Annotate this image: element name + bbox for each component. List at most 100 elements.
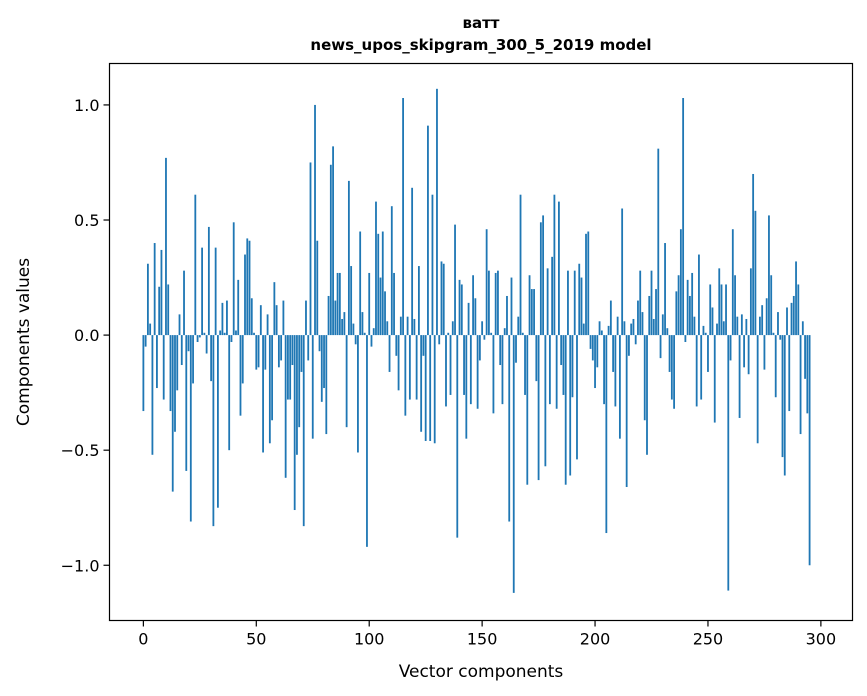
bar-component-144 xyxy=(467,302,470,336)
bar-component-118 xyxy=(408,335,411,400)
bar-component-40 xyxy=(232,222,235,336)
bar-component-216 xyxy=(630,323,633,336)
bar-component-250 xyxy=(707,335,709,372)
bar-component-285 xyxy=(786,307,788,336)
bar-component-175 xyxy=(537,335,540,481)
bar-component-27 xyxy=(203,332,206,336)
bar-component-210 xyxy=(616,316,619,336)
bar-component-29 xyxy=(207,226,210,336)
bar-component-120 xyxy=(413,318,416,336)
bar-component-48 xyxy=(250,298,253,336)
bar-component-259 xyxy=(727,335,730,591)
bar-component-249 xyxy=(704,332,707,336)
bar-component-203 xyxy=(600,330,603,336)
bar-component-126 xyxy=(427,125,429,336)
bar-component-31 xyxy=(212,335,215,527)
bar-component-209 xyxy=(614,335,617,407)
bar-component-229 xyxy=(659,335,662,359)
bar-component-176 xyxy=(539,222,542,336)
bar-component-170 xyxy=(526,335,529,485)
bar-component-53 xyxy=(262,335,264,453)
x-axis-ticks: 0 50 100 150 200 250 300 xyxy=(138,620,837,649)
bar-component-141 xyxy=(460,284,463,336)
bar-component-233 xyxy=(668,335,671,372)
bar-component-281 xyxy=(777,312,779,336)
bar-component-292 xyxy=(801,321,804,336)
bar-component-22 xyxy=(192,335,194,384)
x-tick-label: 100 xyxy=(354,630,385,649)
bar-component-46 xyxy=(246,238,249,336)
bar-component-91 xyxy=(347,180,350,336)
bar-component-179 xyxy=(546,268,549,336)
bar-component-270 xyxy=(752,173,755,336)
bar-component-218 xyxy=(634,335,637,345)
bar-component-157 xyxy=(497,270,499,336)
bar-component-153 xyxy=(488,270,490,336)
bar-component-135 xyxy=(447,332,450,336)
bar-component-143 xyxy=(465,335,468,439)
x-tick-label: 300 xyxy=(806,630,837,649)
bar-component-291 xyxy=(799,335,802,435)
bar-component-230 xyxy=(661,314,664,336)
bar-component-63 xyxy=(284,335,287,478)
bar-component-183 xyxy=(555,335,558,409)
bar-component-136 xyxy=(449,335,452,395)
bar-component-275 xyxy=(763,335,766,370)
bar-component-240 xyxy=(684,335,687,342)
bar-component-104 xyxy=(377,233,380,336)
bar-component-271 xyxy=(754,210,757,336)
bar-component-101 xyxy=(370,335,373,347)
bar-component-223 xyxy=(646,335,648,455)
bar-component-74 xyxy=(309,162,312,336)
bar-component-57 xyxy=(271,335,274,421)
bar-component-189 xyxy=(569,335,572,476)
bar-component-41 xyxy=(235,330,237,336)
bar-component-26 xyxy=(201,247,203,336)
bar-component-221 xyxy=(641,312,644,336)
bar-component-164 xyxy=(512,335,515,593)
bar-component-290 xyxy=(797,284,800,336)
bar-component-219 xyxy=(637,300,639,336)
bar-component-60 xyxy=(277,335,280,368)
bar-component-237 xyxy=(677,275,680,336)
bar-component-256 xyxy=(720,284,723,336)
bar-component-100 xyxy=(368,272,371,336)
bar-component-171 xyxy=(528,275,531,336)
bar-component-227 xyxy=(655,289,657,336)
bar-component-127 xyxy=(429,335,432,441)
bar-component-102 xyxy=(372,328,375,336)
bar-component-110 xyxy=(390,206,393,336)
x-axis-label: Vector components xyxy=(399,662,564,682)
bar-component-24 xyxy=(196,335,199,342)
bar-component-283 xyxy=(781,335,784,458)
bar-component-8 xyxy=(160,249,163,336)
bar-component-161 xyxy=(506,295,508,336)
bar-component-58 xyxy=(273,282,276,336)
bar-component-267 xyxy=(745,318,748,336)
bar-component-59 xyxy=(275,305,278,336)
bar-component-202 xyxy=(598,321,601,336)
chart-title: ватт xyxy=(462,14,499,32)
bar-component-282 xyxy=(779,335,782,340)
bar-component-220 xyxy=(639,270,642,336)
bar-component-37 xyxy=(226,300,228,336)
bar-component-182 xyxy=(553,194,556,336)
bar-component-206 xyxy=(607,325,610,336)
bar-component-14 xyxy=(174,335,176,432)
bar-component-115 xyxy=(402,98,404,336)
bar-component-295 xyxy=(808,335,811,566)
bar-component-264 xyxy=(738,335,741,418)
bar-component-69 xyxy=(298,335,301,428)
bar-component-45 xyxy=(244,254,246,336)
bar-component-186 xyxy=(562,335,565,395)
bar-component-42 xyxy=(237,279,240,336)
bar-component-287 xyxy=(790,302,793,336)
bar-component-266 xyxy=(743,335,746,368)
bar-component-38 xyxy=(228,335,231,451)
bar-component-96 xyxy=(359,231,362,336)
x-tick-label: 250 xyxy=(693,630,724,649)
bar-component-288 xyxy=(792,295,795,336)
x-tick-label: 200 xyxy=(580,630,611,649)
bar-component-265 xyxy=(740,314,743,336)
bar-component-52 xyxy=(259,305,262,336)
